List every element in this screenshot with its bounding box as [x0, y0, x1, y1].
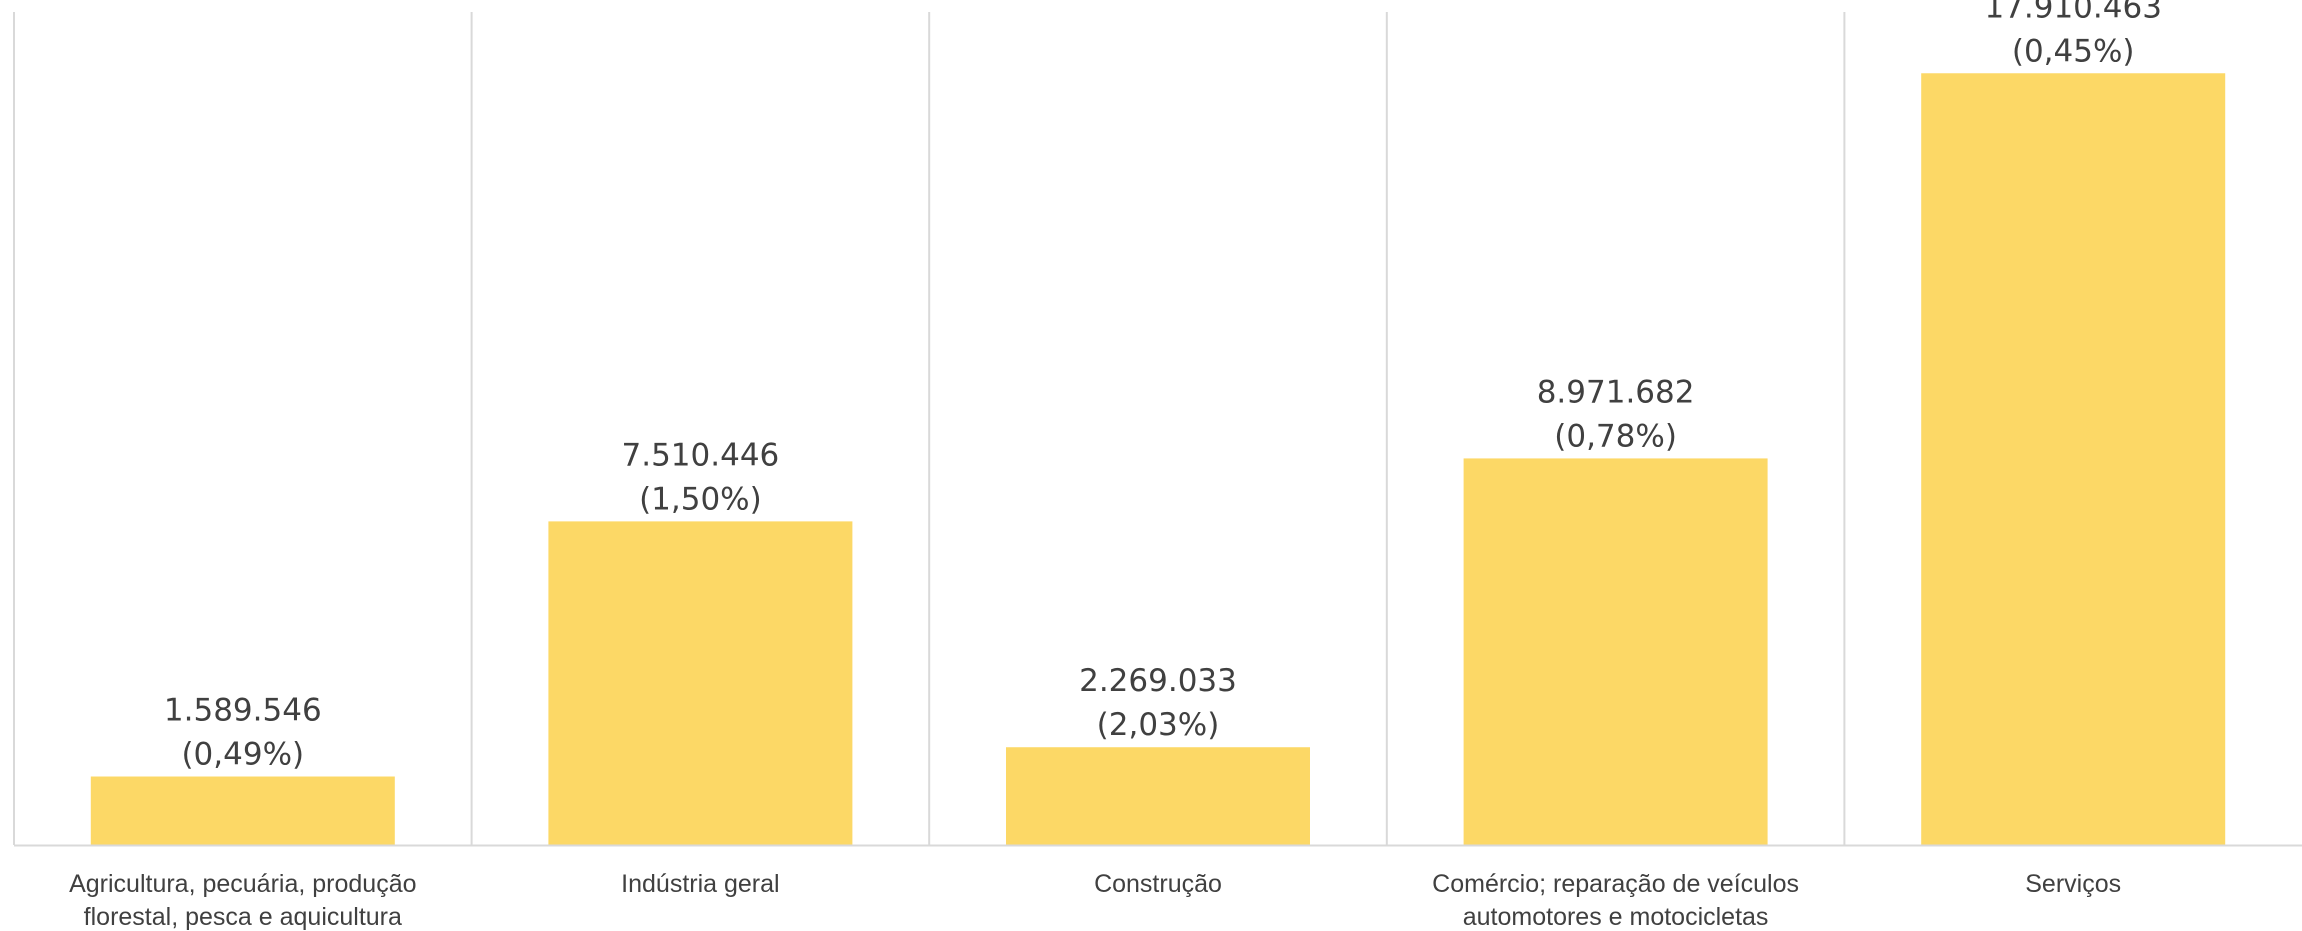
data-label-value: 8.971.682	[1537, 374, 1695, 410]
data-label-percent: (1,50%)	[639, 481, 762, 517]
data-label-percent: (0,78%)	[1554, 418, 1677, 454]
x-tick-label: Indústria geral	[621, 870, 779, 898]
data-label-percent: (0,49%)	[181, 737, 304, 773]
grid-lines	[13, 12, 1846, 845]
data-label-value: 2.269.033	[1079, 663, 1237, 699]
bar	[1463, 458, 1768, 845]
bar	[548, 521, 853, 845]
data-label-value: 17.910.463	[1984, 0, 2162, 25]
data-label-percent: (2,03%)	[1097, 707, 1220, 743]
x-tick-label: Serviços	[2025, 870, 2121, 898]
data-labels: 1.589.546 (0,49%) 7.510.446 (1,50%) 2.269.03…	[164, 0, 2162, 773]
data-label-value: 7.510.446	[622, 437, 780, 473]
x-tick-label: automotores e motocicletas	[1463, 903, 1769, 931]
x-tick-label: Construção	[1094, 870, 1222, 898]
bar	[90, 776, 395, 845]
x-tick-label: Agricultura, pecuária, produção	[69, 870, 416, 898]
data-label-value: 1.589.546	[164, 693, 322, 729]
x-tick-label: Comércio; reparação de veículos	[1432, 870, 1799, 898]
x-tick-label: florestal, pesca e aquicultura	[84, 903, 402, 931]
category-labels: Agricultura, pecuária, produção florestal…	[69, 870, 2121, 931]
data-label-percent: (0,45%)	[2012, 33, 2135, 69]
bars	[90, 73, 2226, 845]
bar	[1921, 73, 2226, 845]
bar	[1006, 747, 1310, 845]
